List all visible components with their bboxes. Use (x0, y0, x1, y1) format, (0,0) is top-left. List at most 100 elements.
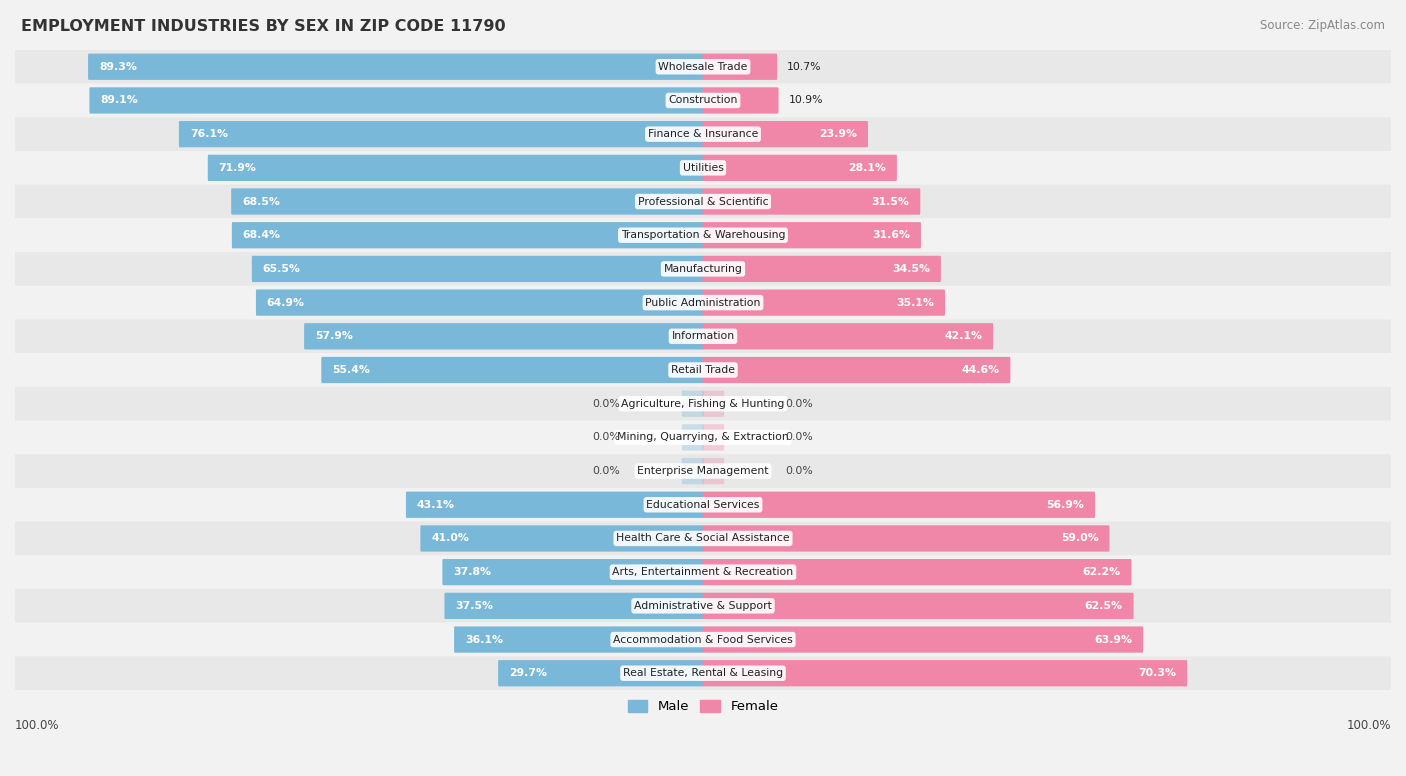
FancyBboxPatch shape (703, 424, 724, 451)
Text: 37.8%: 37.8% (453, 567, 491, 577)
Text: Construction: Construction (668, 95, 738, 106)
FancyBboxPatch shape (703, 222, 921, 248)
Text: 0.0%: 0.0% (593, 432, 620, 442)
Text: 62.2%: 62.2% (1083, 567, 1121, 577)
FancyBboxPatch shape (15, 622, 1391, 656)
FancyBboxPatch shape (322, 357, 703, 383)
FancyBboxPatch shape (703, 492, 1095, 518)
Text: Source: ZipAtlas.com: Source: ZipAtlas.com (1260, 19, 1385, 33)
FancyBboxPatch shape (703, 88, 779, 113)
Text: 0.0%: 0.0% (786, 399, 813, 409)
Text: 68.4%: 68.4% (243, 230, 281, 241)
FancyBboxPatch shape (15, 421, 1391, 454)
FancyBboxPatch shape (703, 525, 1109, 552)
Text: 31.6%: 31.6% (872, 230, 910, 241)
Text: Health Care & Social Assistance: Health Care & Social Assistance (616, 533, 790, 543)
FancyBboxPatch shape (443, 559, 703, 585)
Text: 29.7%: 29.7% (509, 668, 547, 678)
Text: Retail Trade: Retail Trade (671, 365, 735, 375)
FancyBboxPatch shape (703, 189, 921, 215)
FancyBboxPatch shape (15, 521, 1391, 556)
FancyBboxPatch shape (252, 256, 703, 282)
Text: 0.0%: 0.0% (593, 466, 620, 476)
FancyBboxPatch shape (703, 660, 1187, 686)
Text: 43.1%: 43.1% (416, 500, 454, 510)
Text: 63.9%: 63.9% (1094, 635, 1132, 645)
FancyBboxPatch shape (90, 88, 703, 113)
Text: 59.0%: 59.0% (1062, 533, 1098, 543)
FancyBboxPatch shape (682, 458, 703, 484)
FancyBboxPatch shape (703, 559, 1132, 585)
Text: Manufacturing: Manufacturing (664, 264, 742, 274)
Text: 100.0%: 100.0% (15, 719, 59, 732)
FancyBboxPatch shape (682, 390, 703, 417)
Text: 34.5%: 34.5% (891, 264, 929, 274)
Text: 71.9%: 71.9% (219, 163, 256, 173)
Text: 36.1%: 36.1% (465, 635, 503, 645)
FancyBboxPatch shape (15, 286, 1391, 320)
FancyBboxPatch shape (15, 252, 1391, 286)
FancyBboxPatch shape (703, 357, 1011, 383)
FancyBboxPatch shape (89, 54, 703, 80)
FancyBboxPatch shape (15, 320, 1391, 353)
FancyBboxPatch shape (444, 593, 703, 619)
Text: 10.7%: 10.7% (787, 62, 821, 71)
Text: EMPLOYMENT INDUSTRIES BY SEX IN ZIP CODE 11790: EMPLOYMENT INDUSTRIES BY SEX IN ZIP CODE… (21, 19, 506, 34)
Text: Arts, Entertainment & Recreation: Arts, Entertainment & Recreation (613, 567, 793, 577)
Text: 28.1%: 28.1% (848, 163, 886, 173)
FancyBboxPatch shape (15, 218, 1391, 252)
Text: Enterprise Management: Enterprise Management (637, 466, 769, 476)
FancyBboxPatch shape (304, 323, 703, 349)
FancyBboxPatch shape (703, 323, 993, 349)
FancyBboxPatch shape (498, 660, 703, 686)
FancyBboxPatch shape (703, 54, 778, 80)
FancyBboxPatch shape (682, 424, 703, 451)
Text: 31.5%: 31.5% (872, 196, 910, 206)
Text: Educational Services: Educational Services (647, 500, 759, 510)
Text: 0.0%: 0.0% (593, 399, 620, 409)
FancyBboxPatch shape (15, 353, 1391, 387)
Text: 41.0%: 41.0% (432, 533, 470, 543)
Text: 55.4%: 55.4% (332, 365, 370, 375)
Text: Professional & Scientific: Professional & Scientific (638, 196, 768, 206)
Text: 35.1%: 35.1% (896, 298, 934, 307)
Text: Real Estate, Rental & Leasing: Real Estate, Rental & Leasing (623, 668, 783, 678)
FancyBboxPatch shape (703, 256, 941, 282)
FancyBboxPatch shape (15, 151, 1391, 185)
Text: Administrative & Support: Administrative & Support (634, 601, 772, 611)
FancyBboxPatch shape (15, 50, 1391, 84)
Text: 57.9%: 57.9% (315, 331, 353, 341)
FancyBboxPatch shape (208, 154, 703, 181)
Text: 23.9%: 23.9% (820, 129, 858, 139)
FancyBboxPatch shape (703, 458, 724, 484)
Text: 56.9%: 56.9% (1046, 500, 1084, 510)
Text: 100.0%: 100.0% (1347, 719, 1391, 732)
Text: Public Administration: Public Administration (645, 298, 761, 307)
FancyBboxPatch shape (232, 222, 703, 248)
FancyBboxPatch shape (15, 185, 1391, 218)
Text: Transportation & Warehousing: Transportation & Warehousing (621, 230, 785, 241)
FancyBboxPatch shape (703, 626, 1143, 653)
Text: 62.5%: 62.5% (1084, 601, 1122, 611)
FancyBboxPatch shape (454, 626, 703, 653)
Text: 42.1%: 42.1% (945, 331, 983, 341)
FancyBboxPatch shape (15, 488, 1391, 521)
FancyBboxPatch shape (256, 289, 703, 316)
Text: 0.0%: 0.0% (786, 466, 813, 476)
Text: Utilities: Utilities (682, 163, 724, 173)
FancyBboxPatch shape (703, 121, 868, 147)
FancyBboxPatch shape (231, 189, 703, 215)
FancyBboxPatch shape (15, 556, 1391, 589)
Text: 10.9%: 10.9% (789, 95, 823, 106)
FancyBboxPatch shape (420, 525, 703, 552)
Text: 89.1%: 89.1% (100, 95, 138, 106)
FancyBboxPatch shape (15, 117, 1391, 151)
Text: 89.3%: 89.3% (98, 62, 136, 71)
FancyBboxPatch shape (703, 390, 724, 417)
Text: Information: Information (672, 331, 734, 341)
Text: 64.9%: 64.9% (267, 298, 305, 307)
Text: 76.1%: 76.1% (190, 129, 228, 139)
FancyBboxPatch shape (703, 154, 897, 181)
Legend: Male, Female: Male, Female (623, 695, 783, 719)
Text: Mining, Quarrying, & Extraction: Mining, Quarrying, & Extraction (617, 432, 789, 442)
